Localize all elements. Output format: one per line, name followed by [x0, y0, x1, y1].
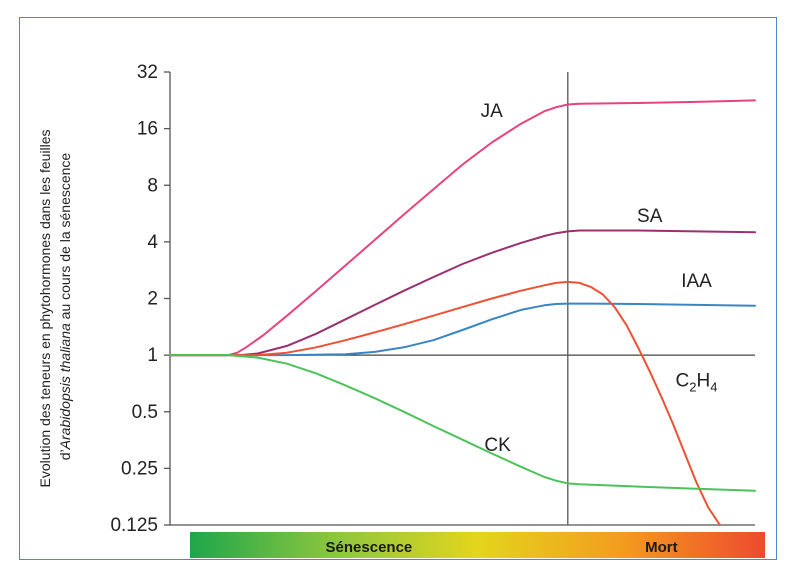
- y-axis-label-line1: Evolution des teneurs en phytohormones d…: [37, 129, 53, 487]
- series-label-sa: SA: [637, 206, 663, 227]
- series-layer: [169, 99, 756, 526]
- axes-layer: 32 16 8 4 2 1 0.5 0.25 0.125: [110, 62, 755, 536]
- series-label-ja: JA: [481, 101, 504, 122]
- y-tick-label: 4: [147, 232, 158, 253]
- y-axis-label-line2: d’Arabidopsis thaliana au cours de la sé…: [57, 153, 73, 461]
- chart-frame: 32 16 8 4 2 1 0.5 0.25 0.125 JA SA IAA C2H4 CK Sénes…: [19, 17, 777, 560]
- y-tick-label: 2: [147, 289, 158, 310]
- y-axis-label-prefix: d’: [57, 449, 73, 460]
- y-tick-label: 32: [137, 62, 158, 83]
- y-tick-label: 8: [147, 175, 158, 196]
- series-line-iaa: [169, 302, 756, 357]
- y-tick-label: 1: [147, 345, 158, 366]
- series-line-c2h4: [169, 280, 721, 526]
- y-tick-label: 16: [137, 119, 158, 140]
- phase-label-senescence: Sénescence: [326, 539, 413, 556]
- series-label-c2h4: C2H4: [676, 371, 718, 395]
- phase-bar: Sénescence Mort: [190, 532, 765, 558]
- y-tick-label: 0.25: [121, 458, 158, 479]
- y-axis-label: Evolution des teneurs en phytohormones d…: [37, 126, 73, 488]
- series-line-ck: [169, 354, 756, 492]
- series-label-iaa: IAA: [681, 271, 712, 292]
- series-line-sa: [169, 229, 756, 357]
- series-line-ja: [169, 99, 756, 357]
- phase-label-mort: Mort: [645, 539, 678, 556]
- y-axis-label-suffix: au cours de la sénescence: [57, 153, 73, 324]
- y-tick-label: 0.125: [110, 515, 158, 536]
- y-axis-label-species: Arabidopsis thaliana: [57, 323, 73, 450]
- chart-canvas: 32 16 8 4 2 1 0.5 0.25 0.125 JA SA IAA C2H4 CK Sénes…: [37, 62, 765, 558]
- y-tick-label: 0.5: [132, 402, 158, 423]
- labels-layer: JA SA IAA C2H4 CK: [481, 101, 718, 456]
- phase-gradient-rect: [190, 532, 765, 558]
- series-label-ck: CK: [484, 435, 511, 456]
